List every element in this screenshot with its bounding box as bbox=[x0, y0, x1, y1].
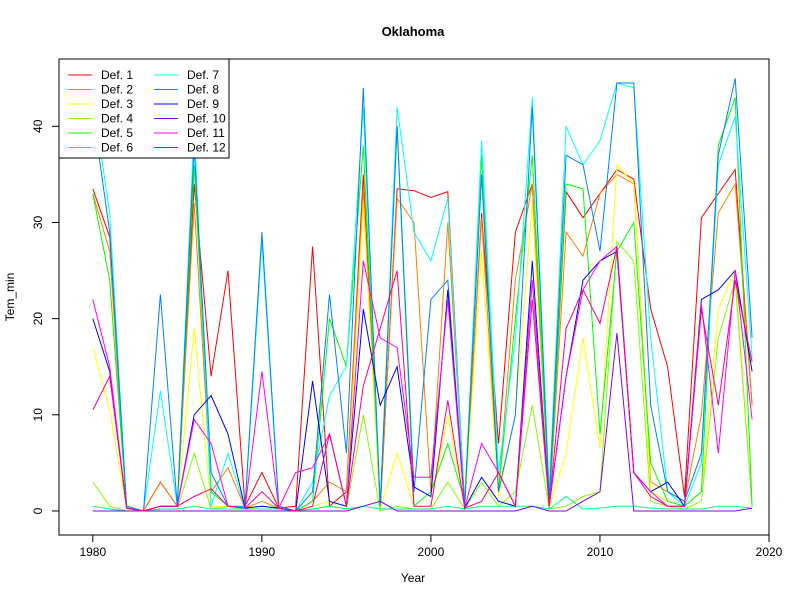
legend-label-def-6: Def. 6 bbox=[101, 141, 133, 155]
series-line-def-4 bbox=[92, 240, 753, 512]
series-layer bbox=[92, 78, 753, 512]
chart-title: Oklahoma bbox=[382, 24, 446, 39]
x-tick-label: 2000 bbox=[418, 545, 445, 559]
series-line-def-8 bbox=[92, 78, 753, 512]
legend-label-def-11: Def. 11 bbox=[187, 126, 225, 140]
legend-label-def-3: Def. 3 bbox=[101, 97, 133, 111]
x-tick-label: 2010 bbox=[587, 545, 614, 559]
x-tick-label: 2020 bbox=[756, 545, 783, 559]
series-line-def-11 bbox=[92, 245, 753, 512]
legend-label-def-4: Def. 4 bbox=[101, 112, 133, 126]
x-axis-label: Year bbox=[401, 571, 425, 585]
legend-label-def-2: Def. 2 bbox=[101, 83, 133, 97]
legend-label-def-12: Def. 12 bbox=[187, 141, 226, 155]
legend-label-def-7: Def. 7 bbox=[187, 68, 219, 82]
y-tick-label: 20 bbox=[31, 312, 45, 326]
x-axis: 1980 1990 2000 2010 2020 bbox=[79, 534, 783, 559]
y-tick-label: 40 bbox=[31, 119, 45, 133]
x-tick-label: 1980 bbox=[79, 545, 106, 559]
legend-label-def-5: Def. 5 bbox=[101, 126, 133, 140]
x-tick-label: 1990 bbox=[249, 545, 276, 559]
y-axis: 0 10 20 30 40 bbox=[31, 119, 60, 514]
legend-label-def-9: Def. 9 bbox=[187, 97, 219, 111]
series-line-def-12 bbox=[92, 246, 753, 512]
series-line-def-5 bbox=[92, 97, 753, 512]
legend-label-def-8: Def. 8 bbox=[187, 83, 219, 97]
series-line-def-9 bbox=[92, 250, 753, 512]
series-line-def-10 bbox=[92, 333, 753, 512]
series-line-def-6 bbox=[92, 495, 753, 512]
y-axis-label: Tem_min bbox=[3, 273, 17, 322]
y-tick-label: 10 bbox=[31, 408, 45, 422]
y-tick-label: 30 bbox=[31, 216, 45, 230]
legend-label-def-10: Def. 10 bbox=[187, 112, 226, 126]
legend-label-def-1: Def. 1 bbox=[101, 68, 133, 82]
y-tick-label: 0 bbox=[31, 507, 45, 514]
